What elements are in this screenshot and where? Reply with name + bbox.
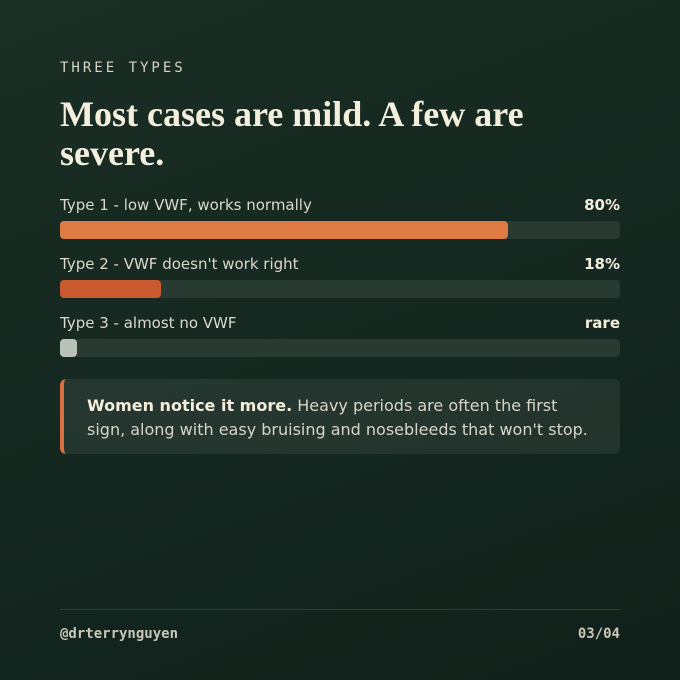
bar-row: Type 3 - almost no VWF rare [60,314,620,373]
callout-bold: Women notice it more. [87,396,293,415]
value-label: 18% [584,255,620,273]
bar-chart: Type 1 - low VWF, works normally 80% Type … [60,196,620,373]
bar-row: Type 2 - VWF doesn't work right 18% [60,255,620,314]
category-label: Type 2 - VWF doesn't work right [60,255,299,273]
bar [60,339,77,357]
page-number: 03/04 [577,626,620,642]
title: Most cases are mild. A few are severe. [60,94,524,173]
callout: Women notice it more. Heavy periods are … [60,379,620,454]
bar [60,221,508,239]
category-label: Type 3 - almost no VWF [60,314,237,332]
category-label: Type 1 - low VWF, works normally [60,196,312,214]
handle: @drterrynguyen [60,626,179,642]
bar-row: Type 1 - low VWF, works normally 80% [60,196,620,255]
bar-track [60,339,620,357]
divider [60,609,620,610]
bar-track [60,280,620,298]
eyebrow: THREE TYPES [60,60,186,76]
value-label: 80% [584,196,620,214]
value-label: rare [584,314,620,332]
bar-track [60,221,620,239]
bar [60,280,161,298]
callout-text: Heavy periods are often the first sign, … [87,396,588,439]
